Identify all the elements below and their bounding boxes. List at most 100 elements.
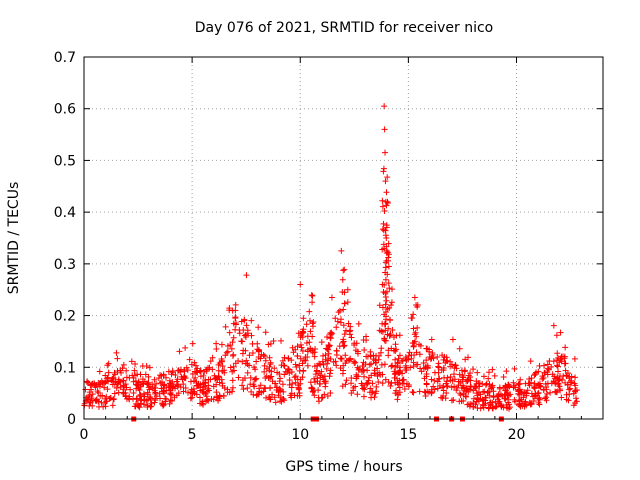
data-point — [248, 332, 255, 339]
data-point — [133, 400, 140, 407]
data-point — [382, 149, 389, 156]
data-point — [572, 374, 579, 381]
data-point — [380, 165, 387, 172]
data-point — [306, 308, 313, 315]
data-point — [108, 377, 115, 384]
data-point — [131, 372, 138, 379]
data-point — [480, 373, 487, 380]
data-point — [241, 375, 248, 382]
data-point — [466, 403, 473, 410]
data-point — [505, 399, 512, 406]
data-point — [394, 396, 401, 403]
data-point — [135, 385, 142, 392]
data-point — [396, 352, 403, 359]
data-point — [263, 394, 270, 401]
data-point — [456, 390, 463, 397]
data-point — [381, 335, 388, 342]
data-point — [156, 390, 163, 397]
data-point — [382, 301, 389, 308]
data-point — [160, 371, 167, 378]
data-point — [557, 355, 564, 362]
data-point — [114, 368, 121, 375]
data-point — [232, 307, 239, 314]
data-point — [136, 393, 143, 400]
data-point — [307, 328, 314, 335]
data-point — [462, 367, 469, 374]
data-point — [414, 302, 421, 309]
data-point — [243, 322, 250, 329]
data-point — [355, 366, 362, 373]
data-point — [378, 361, 385, 368]
data-point — [297, 281, 304, 288]
data-point — [123, 367, 130, 374]
data-point — [94, 388, 101, 395]
data-point — [239, 338, 246, 345]
data-point — [319, 374, 326, 381]
data-point — [503, 368, 510, 375]
data-point — [381, 103, 388, 110]
data-point — [399, 377, 406, 384]
data-point — [228, 345, 235, 352]
data-point — [512, 384, 519, 391]
data-point — [383, 297, 390, 304]
data-point — [304, 353, 311, 360]
data-point — [323, 365, 330, 372]
data-point — [306, 317, 313, 324]
data-point — [381, 126, 388, 133]
data-point — [392, 341, 399, 348]
data-point — [423, 380, 430, 387]
data-point — [296, 367, 303, 374]
data-point — [504, 392, 511, 399]
data-point — [175, 382, 182, 389]
data-point — [262, 375, 269, 382]
data-point — [450, 371, 457, 378]
data-point — [152, 397, 159, 404]
data-point — [248, 317, 255, 324]
data-point — [88, 386, 95, 393]
data-point — [159, 379, 166, 386]
data-point — [456, 345, 463, 352]
data-point — [215, 373, 222, 380]
data-point — [273, 384, 280, 391]
data-point — [448, 397, 455, 404]
data-point — [93, 397, 100, 404]
x-tick-label: 20 — [508, 427, 526, 443]
data-point — [252, 376, 259, 383]
data-point — [409, 315, 416, 322]
data-point — [402, 367, 409, 374]
data-point — [207, 358, 214, 365]
data-point — [530, 393, 537, 400]
data-point — [385, 379, 392, 386]
data-point — [153, 380, 160, 387]
data-point — [523, 389, 530, 396]
data-point — [389, 286, 396, 293]
data-point — [174, 381, 181, 388]
data-point — [387, 383, 394, 390]
data-point — [213, 389, 220, 396]
data-point — [96, 403, 103, 410]
data-point — [244, 327, 251, 334]
data-point — [236, 330, 243, 337]
data-point — [530, 384, 537, 391]
data-point — [395, 369, 402, 376]
data-point — [434, 378, 441, 385]
data-point — [399, 357, 406, 364]
data-point — [462, 392, 469, 399]
data-point — [220, 392, 227, 399]
data-point — [194, 365, 201, 372]
data-point — [286, 370, 293, 377]
data-point — [267, 396, 274, 403]
data-point — [101, 384, 108, 391]
data-point — [386, 285, 393, 292]
data-point — [388, 299, 395, 306]
data-point — [540, 387, 547, 394]
data-point — [130, 389, 137, 396]
data-point — [553, 332, 560, 339]
data-point — [489, 366, 496, 373]
data-point — [249, 350, 256, 356]
data-point — [368, 372, 375, 379]
data-point — [385, 352, 392, 359]
data-point — [377, 349, 384, 356]
data-point — [140, 390, 147, 397]
data-point — [184, 389, 191, 396]
